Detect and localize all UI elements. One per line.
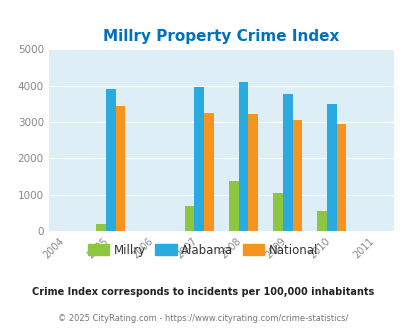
Bar xyxy=(336,123,345,231)
Title: Millry Property Crime Index: Millry Property Crime Index xyxy=(103,29,339,44)
Bar xyxy=(272,193,282,231)
Bar xyxy=(238,82,247,231)
Bar xyxy=(194,86,203,231)
Bar xyxy=(184,206,194,231)
Bar xyxy=(96,224,106,231)
Legend: Millry, Alabama, National: Millry, Alabama, National xyxy=(83,239,322,261)
Bar xyxy=(316,211,326,231)
Bar xyxy=(106,89,115,231)
Text: © 2025 CityRating.com - https://www.cityrating.com/crime-statistics/: © 2025 CityRating.com - https://www.city… xyxy=(58,314,347,323)
Bar xyxy=(247,115,257,231)
Bar xyxy=(115,107,125,231)
Bar xyxy=(292,120,301,231)
Bar xyxy=(203,114,213,231)
Bar xyxy=(228,181,238,231)
Bar xyxy=(326,104,336,231)
Bar xyxy=(282,94,292,231)
Text: Crime Index corresponds to incidents per 100,000 inhabitants: Crime Index corresponds to incidents per… xyxy=(32,287,373,297)
